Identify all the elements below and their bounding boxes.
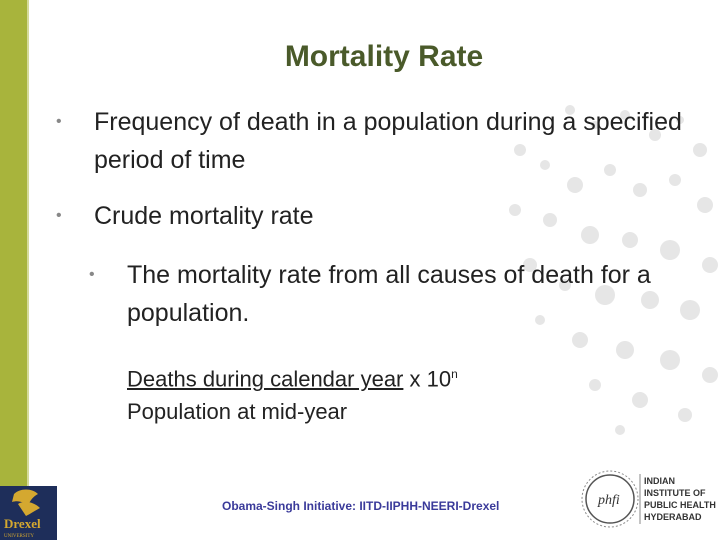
slide-title: Mortality Rate: [284, 40, 484, 73]
bullet-item: • Frequency of death in a population dur…: [56, 103, 704, 179]
footer-text: Obama-Singh Initiative: IITD-IIPHH-NEERI…: [222, 499, 500, 513]
sub-bullet-text: The mortality rate from all causes of de…: [127, 261, 651, 327]
formula-exponent: n: [451, 367, 458, 381]
drexel-logo-text: Drexel: [4, 516, 41, 531]
iiphh-line-2: INSTITUTE OF: [644, 488, 706, 498]
bullet-dot-icon: •: [89, 266, 95, 283]
iiphh-line-3: PUBLIC HEALTH: [644, 500, 716, 510]
drexel-logo-subtext: UNIVERSITY: [4, 534, 34, 539]
bullet-dot-icon: •: [56, 207, 62, 224]
iiphh-line-4: HYDERABAD: [644, 512, 702, 522]
bullet-text: Frequency of death in a population durin…: [94, 108, 682, 174]
phfi-emblem-text: phfi: [597, 493, 620, 508]
bullet-item: • Crude mortality rate: [56, 197, 694, 235]
iiphh-line-1: INDIAN: [644, 476, 675, 486]
bullet-dot-icon: •: [56, 113, 62, 130]
sub-bullet-item: • The mortality rate from all causes of …: [89, 256, 707, 332]
decorative-dots-pattern: [509, 105, 718, 435]
mortality-formula: Deaths during calendar year x 10n Popula…: [127, 358, 458, 428]
iiphh-logo: phfi INDIAN INSTITUTE OF PUBLIC HEALTH H…: [578, 468, 718, 530]
formula-multiplier: x 10: [409, 366, 452, 392]
formula-denominator: Population at mid-year: [127, 399, 348, 425]
left-accent-edge: [27, 0, 29, 540]
drexel-logo: Drexel UNIVERSITY: [0, 486, 57, 540]
formula-numerator: Deaths during calendar year: [127, 366, 404, 392]
bullet-text: Crude mortality rate: [94, 202, 314, 230]
left-accent-bar: [0, 0, 27, 540]
